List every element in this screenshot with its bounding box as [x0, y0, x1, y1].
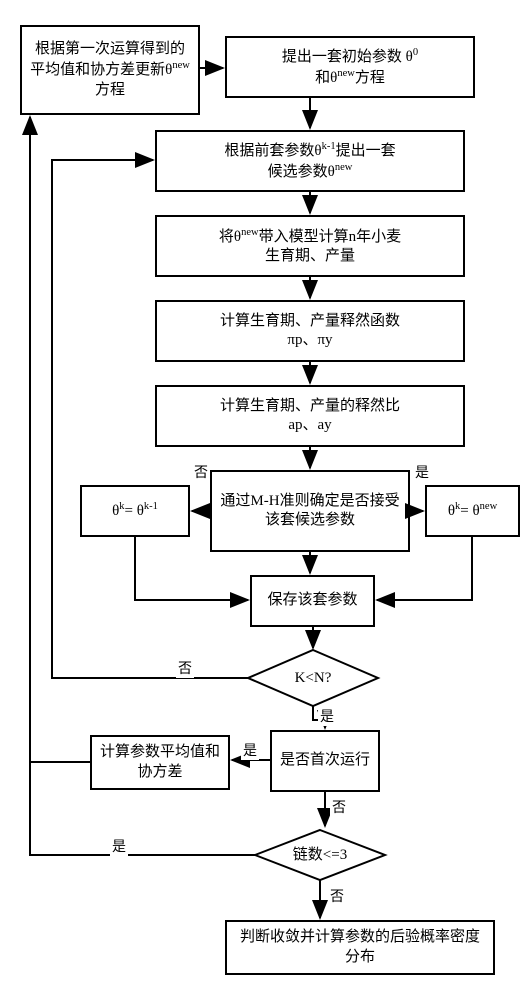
node-save-params-text: 保存该套参数	[267, 591, 357, 611]
node-propose-candidate-text: 根据前套参数θk-1提出一套 候选参数θnew	[224, 140, 395, 183]
edge-label-kn-no: 否	[176, 658, 194, 678]
node-update-eq: 根据第一次运算得到的平均值和协方差更新θnew方程	[20, 25, 200, 115]
node-likelihood-ratio: 计算生育期、产量的释然比 ap、ay	[155, 385, 465, 447]
node-model-calc-text: 将θnew带入模型计算n年小麦 生育期、产量	[219, 226, 401, 267]
node-mh-decision: 通过M-H准则确定是否接受该套候选参数	[210, 470, 410, 552]
node-likelihood-text: 计算生育期、产量释然函数 πp、πy	[220, 312, 400, 351]
node-theta-prev-text: θk= θk-1	[112, 500, 158, 522]
node-first-run-text: 是否首次运行	[280, 751, 370, 771]
edge-label-chains-yes: 是	[110, 836, 128, 856]
node-mh-decision-text: 通过M-H准则确定是否接受该套候选参数	[218, 492, 402, 531]
edge-label-mh-yes: 是	[413, 462, 431, 482]
node-theta-prev: θk= θk-1	[80, 485, 190, 537]
node-theta-new: θk= θnew	[425, 485, 520, 537]
node-likelihood: 计算生育期、产量释然函数 πp、πy	[155, 300, 465, 362]
diamond-chains-label: 链数<=3	[255, 830, 385, 880]
node-init-params-text: 提出一套初始参数 θ0 和θnew方程	[282, 46, 418, 89]
node-init-params: 提出一套初始参数 θ0 和θnew方程	[225, 36, 475, 98]
node-theta-new-text: θk= θnew	[448, 500, 497, 522]
node-save-params: 保存该套参数	[250, 575, 375, 627]
node-update-eq-text: 根据第一次运算得到的平均值和协方差更新θnew方程	[28, 40, 192, 101]
edge-label-kn-yes: 是	[318, 706, 336, 726]
node-first-run: 是否首次运行	[270, 730, 380, 792]
node-calc-mean-cov: 计算参数平均值和协方差	[90, 735, 230, 790]
edge-label-first-no: 否	[330, 797, 348, 817]
node-propose-candidate: 根据前套参数θk-1提出一套 候选参数θnew	[155, 130, 465, 192]
node-model-calc: 将θnew带入模型计算n年小麦 生育期、产量	[155, 215, 465, 277]
diamond-kn-label: K<N?	[248, 650, 378, 706]
edge-label-mh-no: 否	[192, 462, 210, 482]
node-likelihood-ratio-text: 计算生育期、产量的释然比 ap、ay	[220, 397, 400, 436]
node-calc-mean-cov-text: 计算参数平均值和协方差	[98, 743, 222, 782]
node-final: 判断收敛并计算参数的后验概率密度分布	[225, 920, 495, 975]
edge-label-chains-no: 否	[328, 886, 346, 906]
edge-label-first-yes: 是	[241, 740, 259, 760]
node-final-text: 判断收敛并计算参数的后验概率密度分布	[233, 928, 487, 967]
